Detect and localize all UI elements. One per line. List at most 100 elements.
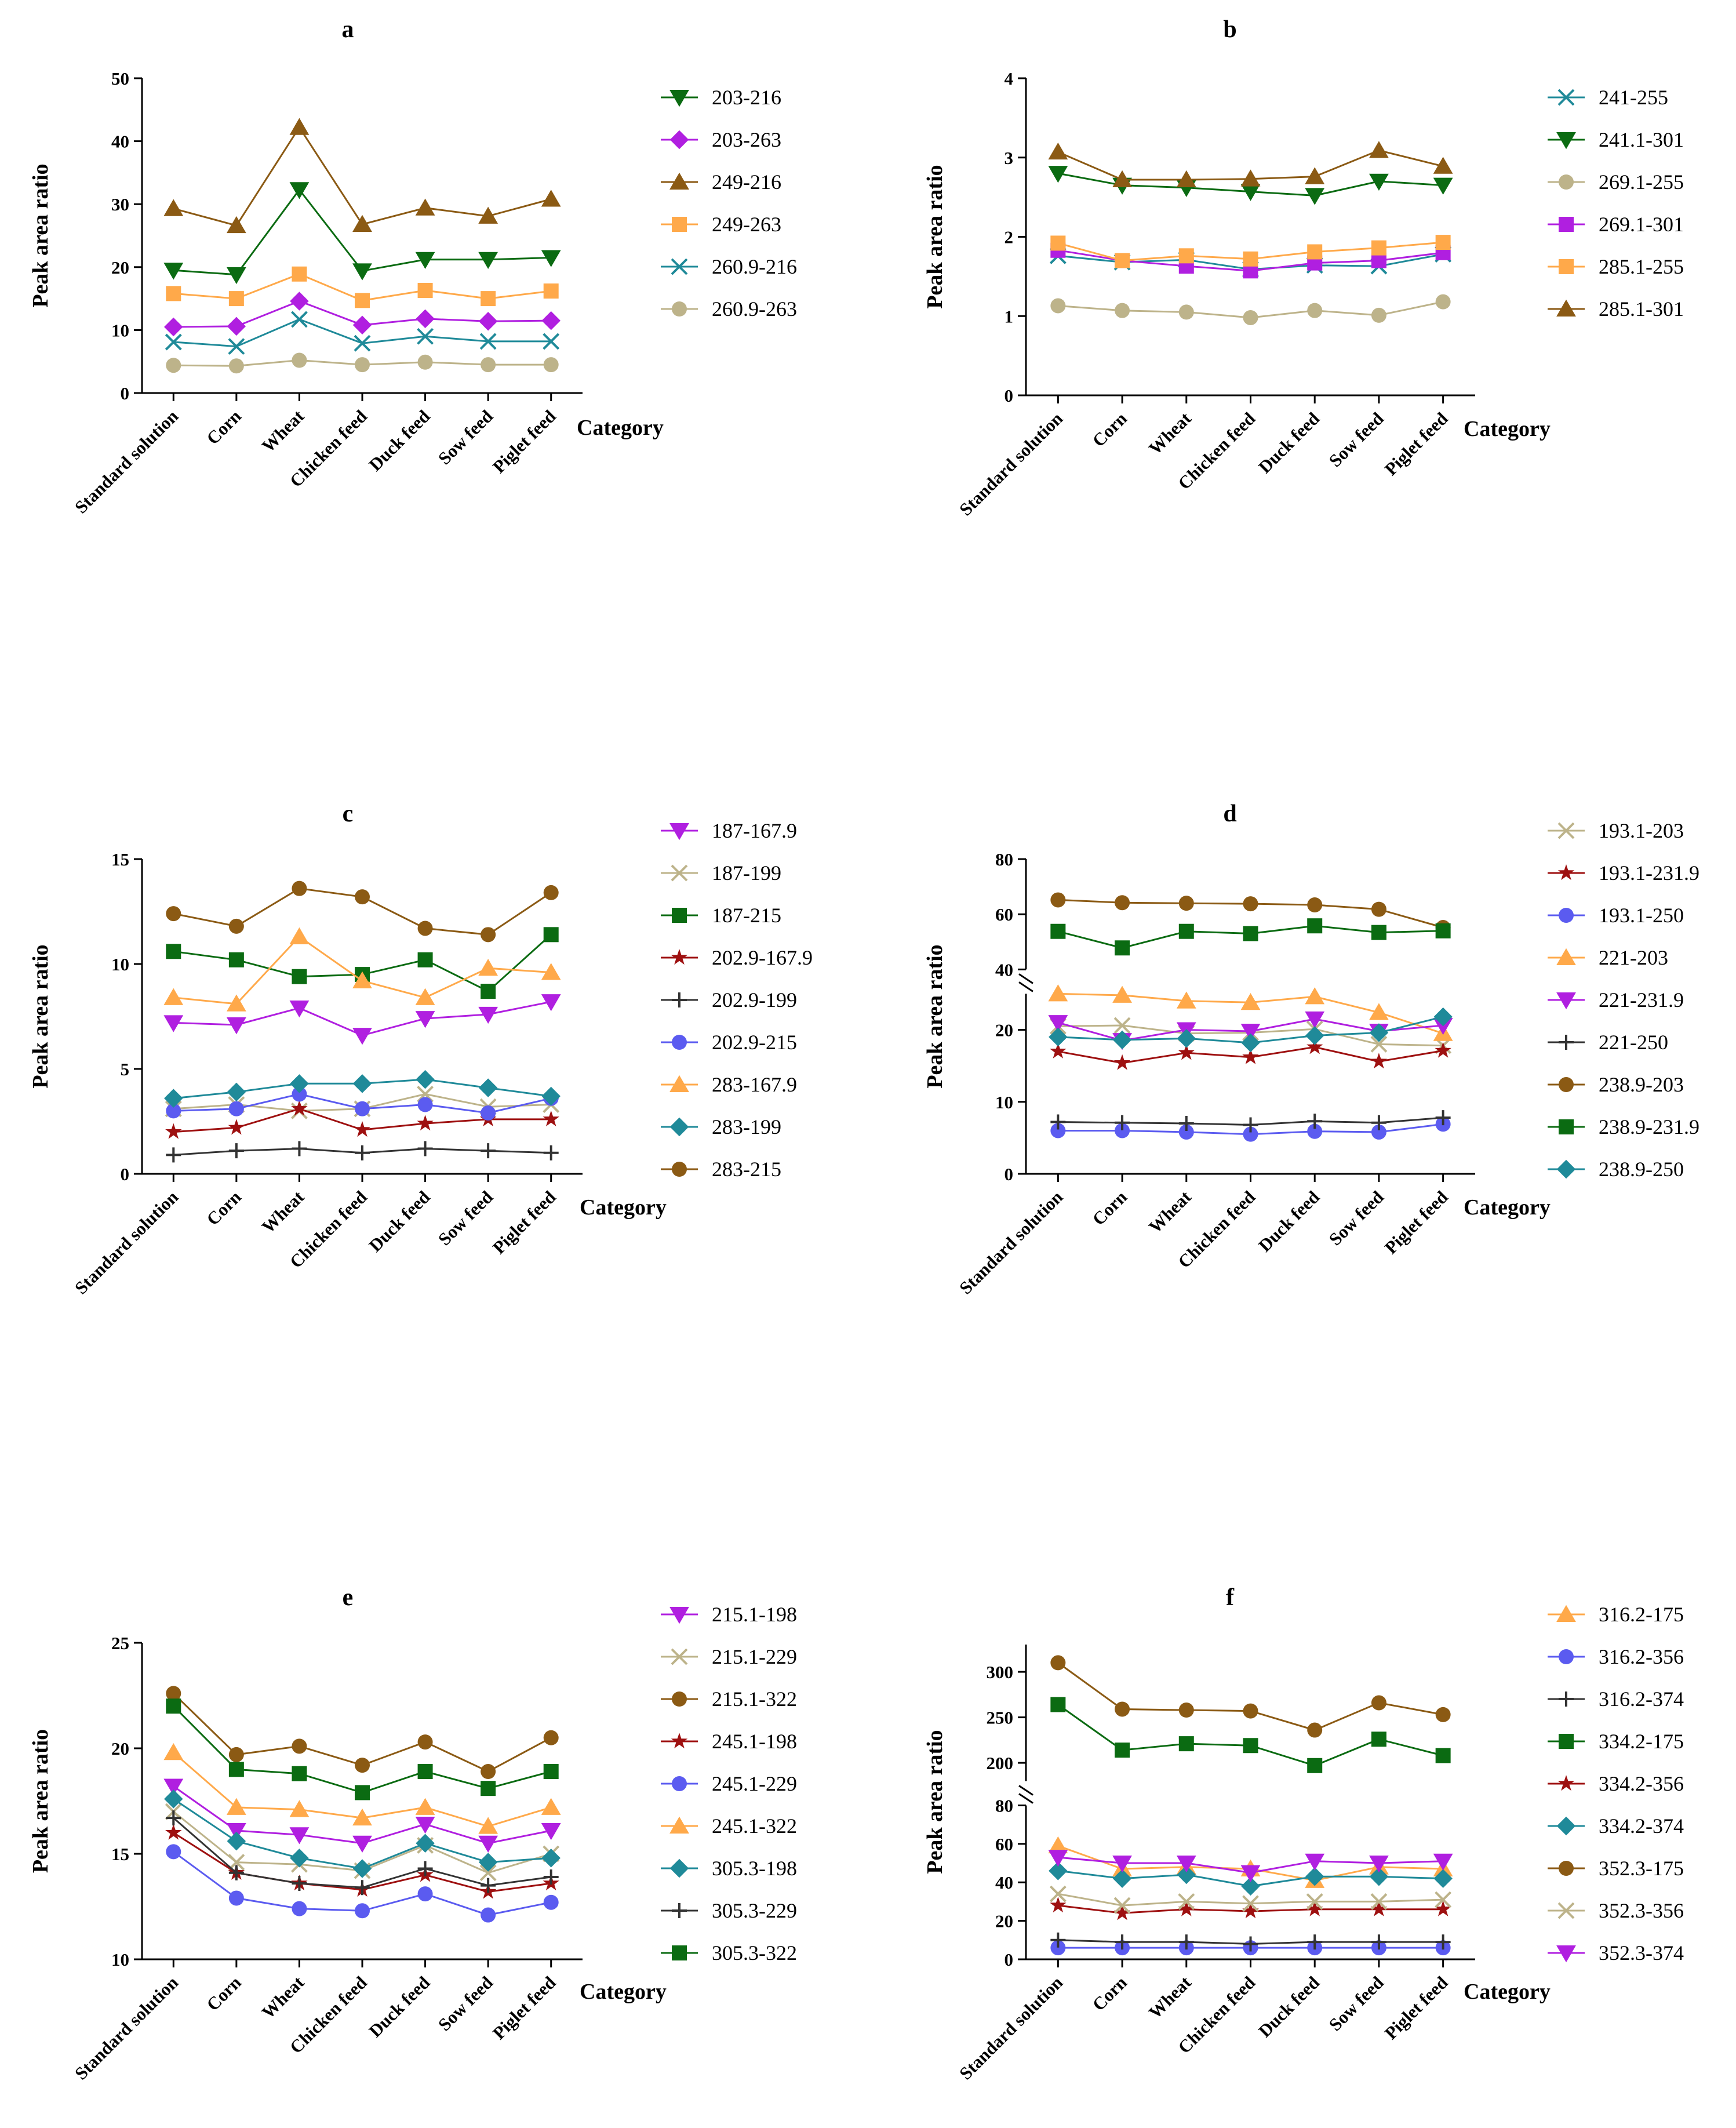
data-point <box>1371 1695 1386 1711</box>
legend-label: 285.1-301 <box>1599 297 1684 321</box>
legend-marker <box>1559 1035 1574 1050</box>
legend-marker <box>1559 1692 1574 1707</box>
y-tick-label: 0 <box>121 383 130 403</box>
legend-item: 316.2-356 <box>1548 1645 1684 1668</box>
data-point <box>478 1853 498 1872</box>
data-point <box>1178 1736 1194 1752</box>
data-point <box>1433 157 1453 174</box>
data-point <box>289 1800 310 1817</box>
data-point <box>1435 1748 1451 1763</box>
data-point <box>355 293 370 308</box>
legend-label: 203-216 <box>712 86 781 109</box>
legend-marker <box>1559 908 1574 923</box>
y-tick-label: 250 <box>987 1708 1014 1728</box>
legend-item: 238.9-203 <box>1548 1073 1684 1096</box>
legend-marker <box>1557 1902 1575 1919</box>
legend-marker <box>1559 174 1574 190</box>
data-point <box>416 1070 435 1089</box>
data-point <box>1050 235 1066 251</box>
legend-label: 305.3-322 <box>712 1941 797 1965</box>
data-point <box>417 1861 433 1876</box>
data-point <box>1049 1027 1068 1047</box>
panel-title: a <box>342 16 354 43</box>
data-point <box>1178 1044 1195 1060</box>
y-tick-label: 2 <box>1005 227 1014 248</box>
data-point <box>1243 310 1258 325</box>
data-point <box>1178 248 1194 264</box>
data-point <box>1305 1026 1324 1045</box>
data-point <box>163 199 184 216</box>
data-point <box>543 1764 559 1780</box>
series-283-167.9 <box>163 927 561 1012</box>
data-point <box>291 1100 308 1116</box>
data-point <box>1050 1697 1066 1712</box>
data-point <box>227 1831 246 1851</box>
data-point <box>1048 166 1068 183</box>
data-point <box>541 311 561 330</box>
legend-item: 221-250 <box>1548 1031 1668 1054</box>
data-point <box>1049 1861 1068 1880</box>
data-point <box>543 1145 559 1161</box>
data-point <box>1178 1934 1194 1950</box>
data-point <box>165 333 182 351</box>
legend-marker <box>1556 299 1576 317</box>
y-tick-label: 10 <box>111 954 129 974</box>
series-187-167.9 <box>163 994 561 1045</box>
data-point <box>1371 901 1386 917</box>
series-202.9-215 <box>166 1086 559 1121</box>
data-point <box>1240 184 1261 201</box>
data-point <box>543 1869 559 1885</box>
data-point <box>541 190 561 207</box>
data-point <box>1115 1743 1130 1758</box>
legend-label: 245.1-198 <box>712 1730 797 1753</box>
series-334.2-356 <box>1050 1897 1451 1920</box>
x-axis-title: Category <box>1464 1195 1551 1220</box>
legend-item: 285.1-301 <box>1548 297 1684 321</box>
data-point <box>1435 1934 1451 1950</box>
data-point <box>417 1764 433 1780</box>
data-point <box>1371 253 1386 268</box>
series-203-216 <box>163 182 561 285</box>
data-point <box>541 1086 561 1106</box>
data-point <box>1050 1655 1066 1671</box>
data-point <box>1113 1897 1131 1914</box>
series-193.1-250 <box>1050 1116 1451 1142</box>
data-point <box>415 1798 435 1815</box>
data-point <box>354 334 371 352</box>
data-point <box>1240 1023 1261 1041</box>
legend-marker <box>669 1075 689 1092</box>
data-point <box>1305 987 1325 1005</box>
data-point <box>228 1865 244 1880</box>
legend-label: 193.1-231.9 <box>1599 861 1699 885</box>
data-point <box>1240 169 1261 187</box>
legend-label: 283-167.9 <box>712 1073 797 1096</box>
data-point <box>166 944 181 959</box>
y-tick-label: 60 <box>995 1834 1013 1854</box>
legend-label: 202.9-167.9 <box>712 946 813 969</box>
data-point <box>352 971 372 988</box>
data-point <box>1050 1897 1067 1913</box>
series-193.1-231.9 <box>1050 1038 1451 1070</box>
data-point <box>1048 1836 1068 1854</box>
legend-item: 193.1-231.9 <box>1548 861 1699 885</box>
data-point <box>1178 1116 1194 1132</box>
legend-item: 269.1-301 <box>1548 213 1684 236</box>
legend-item: 245.1-322 <box>661 1814 797 1838</box>
legend-item: 260.9-263 <box>661 297 797 321</box>
data-point <box>1433 1007 1453 1027</box>
data-point <box>355 1785 370 1800</box>
data-point <box>1048 1015 1068 1032</box>
data-point <box>1050 1114 1066 1130</box>
data-point <box>228 1747 244 1762</box>
legend-label: 283-215 <box>712 1158 781 1181</box>
legend-marker <box>669 823 689 841</box>
legend-label: 305.3-198 <box>712 1857 797 1880</box>
legend-marker <box>672 1692 687 1707</box>
data-point <box>1050 1123 1066 1138</box>
legend-label: 352.3-175 <box>1599 1857 1684 1880</box>
data-point <box>478 252 498 270</box>
series-285.1-301 <box>1048 141 1453 188</box>
data-point <box>290 1074 309 1093</box>
data-point <box>541 963 561 980</box>
legend-marker <box>669 130 689 150</box>
